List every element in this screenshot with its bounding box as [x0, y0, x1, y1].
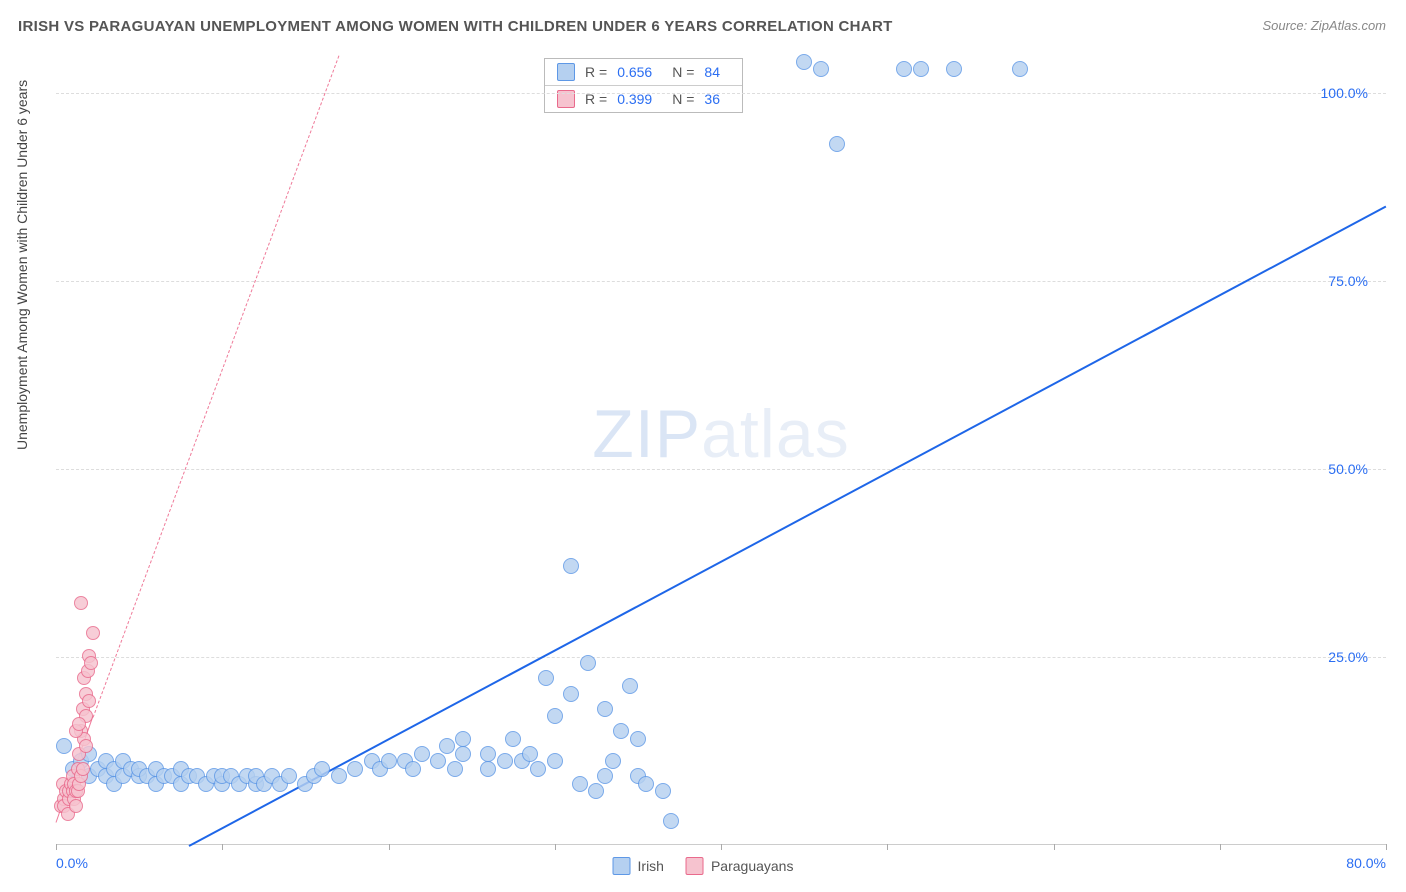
x-tick	[222, 844, 223, 850]
data-point	[79, 739, 93, 753]
data-point	[1012, 61, 1028, 77]
y-tick-label: 50.0%	[1328, 461, 1368, 477]
data-point	[430, 753, 446, 769]
data-point	[563, 558, 579, 574]
data-point	[439, 738, 455, 754]
data-point	[414, 746, 430, 762]
data-point	[547, 708, 563, 724]
data-point	[580, 655, 596, 671]
data-point	[896, 61, 912, 77]
data-point	[538, 670, 554, 686]
legend-swatch	[613, 857, 631, 875]
legend-item: Irish	[613, 857, 664, 875]
y-tick-label: 100.0%	[1321, 85, 1368, 101]
data-point	[530, 761, 546, 777]
legend-label: Irish	[638, 858, 664, 874]
data-point	[69, 799, 83, 813]
data-point	[505, 731, 521, 747]
data-point	[913, 61, 929, 77]
x-axis-max-label: 80.0%	[1346, 855, 1386, 871]
data-point	[82, 694, 96, 708]
gridline	[56, 657, 1386, 658]
plot-area: ZIPatlas R = 0.656 N = 84 R =0.399N =36 25.0…	[56, 55, 1386, 845]
data-point	[455, 746, 471, 762]
data-point	[588, 783, 604, 799]
x-tick	[1386, 844, 1387, 850]
chart-title: IRISH VS PARAGUAYAN UNEMPLOYMENT AMONG W…	[18, 18, 893, 35]
x-tick	[887, 844, 888, 850]
data-point	[76, 762, 90, 776]
correlation-row: R =0.399N =36	[545, 86, 742, 112]
data-point	[455, 731, 471, 747]
y-tick-label: 25.0%	[1328, 649, 1368, 665]
data-point	[405, 761, 421, 777]
source-credit: Source: ZipAtlas.com	[1262, 18, 1386, 33]
data-point	[622, 678, 638, 694]
legend-swatch	[557, 63, 575, 81]
data-point	[655, 783, 671, 799]
gridline	[56, 469, 1386, 470]
r-label: R =	[585, 64, 607, 80]
data-point	[813, 61, 829, 77]
data-point	[74, 596, 88, 610]
correlation-row: R = 0.656 N = 84	[545, 59, 742, 86]
x-axis-min-label: 0.0%	[56, 855, 88, 871]
gridline	[56, 93, 1386, 94]
data-point	[447, 761, 463, 777]
x-tick	[721, 844, 722, 850]
r-value: 0.656	[617, 64, 652, 80]
data-point	[663, 813, 679, 829]
data-point	[829, 136, 845, 152]
y-axis-label: Unemployment Among Women with Children U…	[14, 80, 30, 450]
data-point	[563, 686, 579, 702]
legend-label: Paraguayans	[711, 858, 794, 874]
x-tick	[555, 844, 556, 850]
trend-line	[92, 55, 339, 717]
data-point	[347, 761, 363, 777]
data-point	[86, 626, 100, 640]
series-legend: Irish Paraguayans	[613, 857, 794, 875]
data-point	[480, 761, 496, 777]
data-point	[381, 753, 397, 769]
data-point	[630, 731, 646, 747]
y-tick-label: 75.0%	[1328, 273, 1368, 289]
x-tick	[389, 844, 390, 850]
data-point	[480, 746, 496, 762]
data-point	[605, 753, 621, 769]
data-point	[613, 723, 629, 739]
data-point	[84, 656, 98, 670]
data-point	[314, 761, 330, 777]
data-point	[522, 746, 538, 762]
correlation-legend: R = 0.656 N = 84 R =0.399N =36	[544, 58, 743, 113]
data-point	[72, 717, 86, 731]
legend-swatch	[686, 857, 704, 875]
data-point	[547, 753, 563, 769]
data-point	[497, 753, 513, 769]
data-point	[56, 738, 72, 754]
data-point	[597, 768, 613, 784]
watermark: ZIPatlas	[592, 395, 849, 473]
data-point	[796, 54, 812, 70]
legend-item: Paraguayans	[686, 857, 794, 875]
data-point	[331, 768, 347, 784]
n-label: N =	[672, 64, 694, 80]
n-value: 84	[704, 64, 720, 80]
data-point	[281, 768, 297, 784]
x-tick	[1220, 844, 1221, 850]
data-point	[597, 701, 613, 717]
trend-line	[189, 206, 1387, 847]
data-point	[946, 61, 962, 77]
x-tick	[56, 844, 57, 850]
data-point	[572, 776, 588, 792]
x-tick	[1054, 844, 1055, 850]
data-point	[638, 776, 654, 792]
